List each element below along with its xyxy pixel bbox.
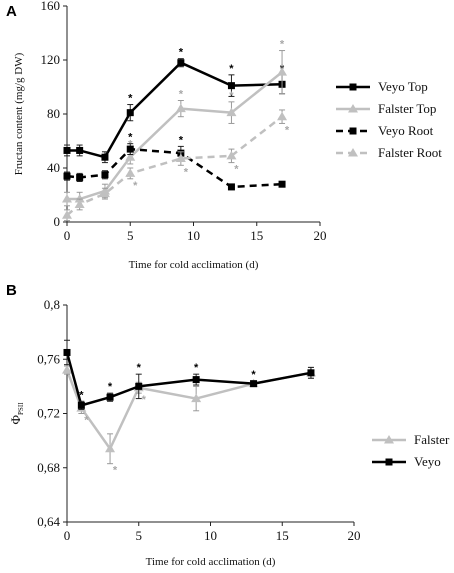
panel-a-legend-label-falster-root: Falster Root	[378, 145, 442, 160]
panel-b-point-veyo	[250, 380, 258, 388]
panel-a-legend-label-veyo-root: Veyo Root	[378, 123, 434, 138]
panel-a-point-veyo-root	[101, 171, 109, 179]
panel-b-point-falster	[191, 393, 202, 403]
panel-b-label: B	[6, 282, 17, 299]
panel-a-point-falster-root	[74, 199, 85, 208]
panel-b-significance-star-veyo: *	[251, 369, 256, 381]
panel-a-series-line-veyo-top	[67, 61, 283, 159]
panel-b-point-veyo	[307, 369, 315, 377]
panel-a-point-falster-root	[226, 150, 237, 160]
panel-b-legend-label-falster: Falster	[414, 432, 450, 447]
panel-b-x-tick-label: 5	[136, 528, 143, 543]
panel-a-point-veyo-top	[101, 153, 109, 161]
panel-a-point-falster-top	[62, 194, 72, 203]
panel-b-x-axis-label: Time for cold acclimation (d)	[146, 556, 276, 568]
panel-b-y-tick-label: 0,8	[44, 297, 60, 312]
panel-b-x-tick-label: 20	[348, 528, 361, 543]
panel-b-significance-star-veyo: *	[108, 381, 113, 393]
panel-a-point-falster-root	[277, 111, 288, 121]
panel-a-x-tick-label: 0	[64, 228, 71, 243]
panel-a-label: A	[6, 3, 17, 20]
panel-a-significance-star-falster-top: *	[229, 90, 234, 102]
panel-b-y-tick-label: 0,76	[37, 351, 60, 366]
panel-b-point-falster	[62, 365, 72, 374]
panel-a-legend-marker-falster-root	[348, 148, 358, 157]
panel-a-legend-label-veyo-top: Veyo Top	[378, 79, 428, 94]
panel-a-point-falster-root	[125, 168, 136, 177]
panel-b-y-axis-label: ΦPSII	[8, 402, 25, 425]
panel-a-point-veyo-root	[63, 172, 71, 180]
panel-a-point-falster-top	[175, 103, 186, 113]
panel-a-significance-star-falster-top: *	[179, 89, 184, 101]
panel-a-legend-marker-falster-top	[348, 104, 358, 113]
panel-a-significance-star-falster-root: *	[234, 164, 239, 176]
panel-a-point-falster-top	[125, 152, 136, 161]
panel-a-significance-star-veyo-root: *	[128, 132, 133, 144]
panel-a-significance-star-veyo-top: *	[229, 63, 234, 75]
panel-a-point-veyo-top	[63, 146, 71, 154]
panel-a-x-axis-label: Time for cold acclimation (d)	[129, 259, 259, 271]
panel-a-y-tick-label: 0	[54, 214, 61, 229]
panel-a-y-axis-label: Fructan content (mg/g DW)	[13, 52, 25, 175]
panel-a-point-veyo-top	[177, 59, 185, 67]
panel-b-x-tick-label: 0	[64, 528, 71, 543]
panel-a-series-line-falster-top	[67, 71, 283, 201]
panel-a-x-tick-label: 15	[250, 228, 263, 243]
panel-b-significance-star-veyo: *	[79, 389, 84, 401]
panel-a-point-falster-root	[99, 188, 110, 198]
panel-a-x-tick-label: 5	[127, 228, 134, 243]
panel-b-point-falster	[105, 443, 116, 453]
panel-a-series-line-falster-root	[66, 115, 283, 217]
panel-a-point-falster-top	[226, 107, 237, 117]
panel-a-significance-star-falster-root: *	[133, 180, 138, 192]
panel-a-point-falster-top	[74, 194, 85, 203]
panel-b-series-line-falster	[65, 369, 312, 451]
panel-a-legend-label-falster-top: Falster Top	[378, 101, 436, 116]
panel-b-y-tick-label: 0,72	[37, 406, 60, 421]
panel-b-significance-star-veyo: *	[194, 362, 199, 374]
panel-b-significance-star-veyo: *	[137, 362, 142, 374]
panel-a-point-veyo-root	[76, 173, 84, 181]
panel-a-point-falster-top	[277, 67, 288, 76]
panel-a-point-veyo-root	[278, 180, 286, 188]
panel-b-y-tick-label: 0,64	[37, 514, 60, 529]
panel-a-y-tick-label: 120	[41, 52, 61, 67]
panel-b-y-tick-label: 0,68	[37, 460, 60, 475]
panel-a-point-falster-root	[62, 210, 72, 219]
panel-a-point-falster-root	[175, 153, 186, 163]
panel-b-point-veyo	[63, 348, 71, 356]
panel-a-significance-star-veyo-top: *	[179, 47, 184, 59]
panel-b-point-veyo	[106, 393, 114, 401]
panel-a-significance-star-falster-top: *	[280, 39, 285, 51]
panel-a-point-veyo-root	[126, 145, 134, 153]
panel-b-significance-star-falster: *	[142, 394, 147, 406]
panel-b-legend-marker-veyo	[385, 458, 393, 466]
panel-b-significance-star-falster: *	[113, 465, 118, 477]
panel-b-legend-label-veyo: Veyo	[414, 454, 441, 469]
panel-a-x-tick-label: 10	[187, 228, 200, 243]
panel-b-legend-marker-falster	[384, 435, 394, 444]
panel-a-point-veyo-root	[227, 183, 235, 191]
panel-b-point-veyo	[135, 382, 143, 390]
panel-a-point-veyo-top	[76, 146, 84, 154]
panel-b-significance-star-falster: *	[84, 415, 89, 427]
panel-b-point-veyo	[77, 401, 85, 409]
panel-a-point-veyo-top	[227, 82, 235, 90]
panel-b-x-tick-label: 15	[276, 528, 289, 543]
panel-a-y-tick-label: 80	[47, 106, 60, 121]
panel-b-point-veyo	[192, 376, 200, 384]
panel-a-point-veyo-top	[126, 109, 134, 117]
panel-a-y-tick-label: 40	[47, 160, 60, 175]
panel-a-significance-star-veyo-root: *	[179, 134, 184, 146]
panel-a-legend-marker-veyo-root	[349, 127, 357, 135]
panel-a-x-tick-label: 20	[314, 228, 327, 243]
panel-a-legend-marker-veyo-top	[349, 83, 357, 91]
panel-a-significance-star-falster-root: *	[285, 124, 290, 136]
panel-a-significance-star-falster-root: *	[184, 166, 189, 178]
panel-a-significance-star-veyo-top: *	[128, 93, 133, 105]
panel-a-y-tick-label: 160	[41, 0, 61, 13]
panel-b-x-tick-label: 10	[204, 528, 217, 543]
